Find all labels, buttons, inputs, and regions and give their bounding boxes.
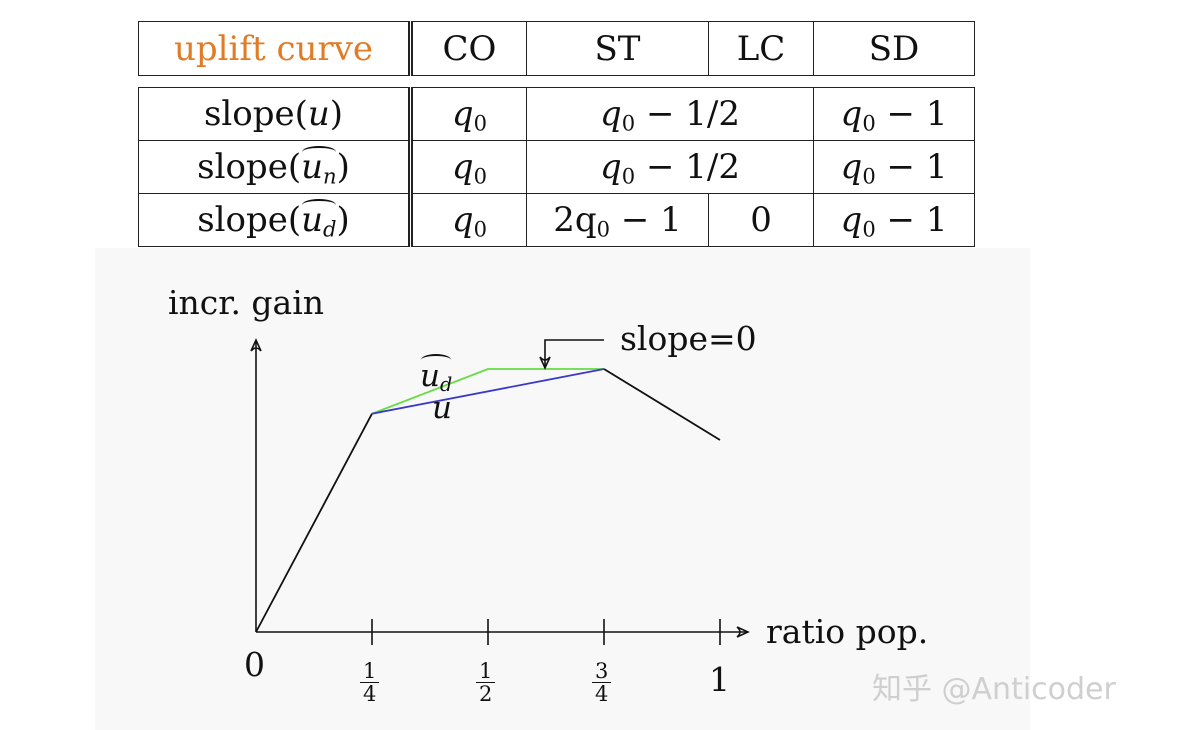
slope-annotation-arrow: [539, 339, 604, 370]
series-label-ud: ud: [420, 354, 453, 396]
x-axis-label: ratio pop.: [766, 612, 929, 651]
sd-cell: q0 − 1: [813, 140, 976, 194]
table-row: slope(ud) q0 2q0 − 1 0 q0 − 1: [138, 193, 976, 247]
lc-cell: 0: [707, 193, 815, 247]
row-label: slope(un): [138, 140, 413, 194]
hat-accent: ud: [301, 199, 337, 242]
series-line-2: [255, 413, 373, 633]
sd-cell: q0 − 1: [813, 193, 976, 247]
header-lc: LC: [708, 21, 814, 76]
st-cell: 2q0 − 1: [526, 193, 709, 247]
slope-table: slope(u) q0 q0 − 1/2 q0 − 1 slope(un) q0…: [138, 87, 976, 247]
watermark: 知乎 @Anticoder: [872, 672, 1116, 707]
tick-label-one: 1: [709, 660, 730, 699]
origin-label: 0: [244, 645, 265, 684]
sd-cell: q0 − 1: [813, 87, 976, 141]
header-row: uplift curve CO ST LC SD: [138, 21, 975, 76]
series-line-1: [371, 368, 604, 415]
series-line-3: [603, 368, 721, 441]
row-label: slope(u): [138, 87, 413, 141]
figure-background: [95, 248, 1030, 730]
co-cell: q0: [410, 193, 527, 247]
co-cell: q0: [410, 140, 527, 194]
series-label-u: u: [432, 390, 452, 426]
header-st: ST: [526, 21, 709, 76]
annotation-label: slope=0: [620, 319, 757, 358]
series-line-0: [371, 368, 605, 415]
table-row: slope(un) q0 q0 − 1/2 q0 − 1: [138, 140, 976, 194]
hat-accent: un: [301, 146, 337, 189]
table-row: slope(u) q0 q0 − 1/2 q0 − 1: [138, 87, 976, 141]
header-sd: SD: [813, 21, 975, 76]
st-lc-cell: q0 − 1/2: [525, 87, 815, 141]
co-cell: q0: [410, 87, 527, 141]
header-label: uplift curve: [138, 21, 413, 76]
y-axis-label: incr. gain: [168, 283, 325, 322]
header-co: CO: [410, 21, 527, 76]
x-ticks: [371, 619, 721, 645]
row-label: slope(ud): [138, 193, 413, 247]
series-lines: [255, 368, 721, 633]
header-table: uplift curve CO ST LC SD: [138, 21, 975, 76]
